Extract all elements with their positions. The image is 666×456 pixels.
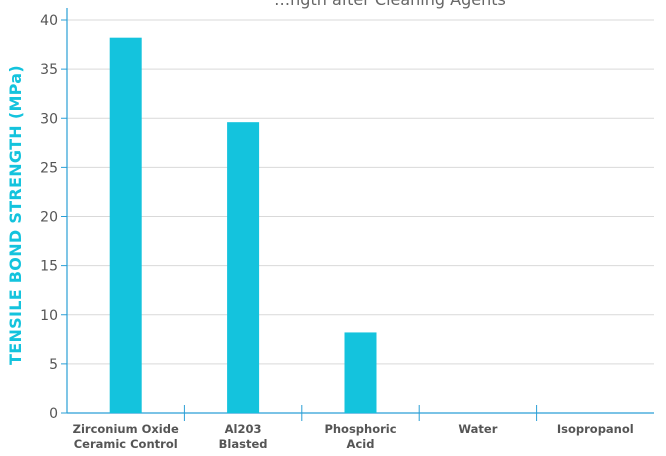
y-tick-label: 0 [49, 406, 58, 422]
y-axis-label: TENSILE BOND STRENGTH (MPa) [6, 65, 25, 365]
y-axis: 0 5 10 15 20 25 30 35 40 [40, 8, 68, 422]
x-tick-label: Zirconium Oxide Ceramic Control [73, 422, 179, 451]
chart-title: …ngth after Cleaning Agents [274, 0, 506, 9]
bar [227, 122, 260, 414]
bar [109, 37, 142, 414]
y-tick-label: 10 [40, 308, 58, 324]
x-tick-label: Phosphoric Acid [324, 422, 396, 451]
bars [109, 37, 377, 414]
x-tick-label: Water [458, 422, 497, 436]
y-tick-label: 30 [40, 111, 58, 127]
y-tick-label: 20 [40, 210, 58, 226]
y-tick-label: 40 [40, 13, 58, 29]
y-tick-label: 25 [40, 160, 58, 176]
y-tick-label: 5 [49, 357, 58, 373]
y-tick-label: 35 [40, 62, 58, 78]
x-tick-label: Al203 Blasted [219, 422, 268, 451]
y-tick-label: 15 [40, 259, 58, 275]
x-tick-label: Isopropanol [557, 422, 634, 436]
grid-lines [67, 19, 654, 365]
x-axis: Zirconium Oxide Ceramic Control Al203 Blast… [67, 405, 654, 451]
bar [344, 332, 377, 413]
